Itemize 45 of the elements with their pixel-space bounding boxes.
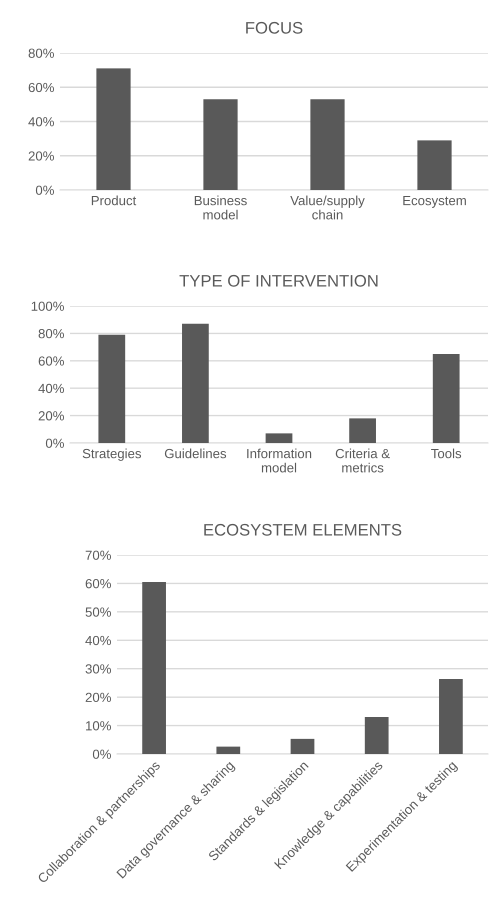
x-tick-label: Tools [431,448,462,458]
bar [417,140,452,190]
y-tick-label: 20% [28,151,54,161]
chart-title: FOCUS [246,22,302,34]
y-tick-label: 30% [86,664,111,674]
y-tick-label: 0% [36,186,54,195]
y-tick-label: 70% [86,550,111,560]
x-tick-label: Strategies [82,448,142,461]
bar [432,354,460,443]
bar [310,99,345,190]
y-tick-label: 60% [86,578,111,588]
bar [96,68,131,190]
bar [364,717,389,754]
y-tick-label: 20% [38,411,64,421]
x-tick-label: Business model [194,196,247,220]
x-tick-label: Information model [247,448,312,472]
bar [216,746,240,754]
x-tick-label: Ecosystem [403,196,466,208]
y-tick-label: 10% [86,721,111,730]
bar [349,418,376,443]
bar [142,582,166,754]
x-tick-label: Guidelines [164,448,226,458]
bar [439,678,463,754]
y-tick-label: 100% [32,302,64,311]
chart-title: TYPE OF INTERVENTION [180,274,378,287]
x-tick-label: Criteria & metrics [336,448,390,472]
y-tick-label: 80% [28,48,54,58]
y-tick-label: 40% [85,636,111,646]
bar [290,738,314,754]
bar [266,433,292,443]
x-tick-label: Value/supply chain [290,196,365,220]
bar [203,99,238,190]
y-tick-label: 50% [86,607,111,617]
y-tick-label: 0% [92,750,111,759]
bar [182,324,209,443]
bar [98,334,126,443]
chart-title: ECOSYSTEM ELEMENTS [204,524,402,536]
y-tick-label: 40% [38,384,64,394]
y-tick-label: 0% [46,438,64,448]
y-tick-label: 60% [28,82,54,92]
y-tick-label: 20% [86,692,111,702]
x-tick-label: Product [92,196,136,206]
y-tick-label: 80% [38,328,64,338]
y-tick-label: 40% [28,117,54,126]
y-tick-label: 60% [38,356,64,366]
